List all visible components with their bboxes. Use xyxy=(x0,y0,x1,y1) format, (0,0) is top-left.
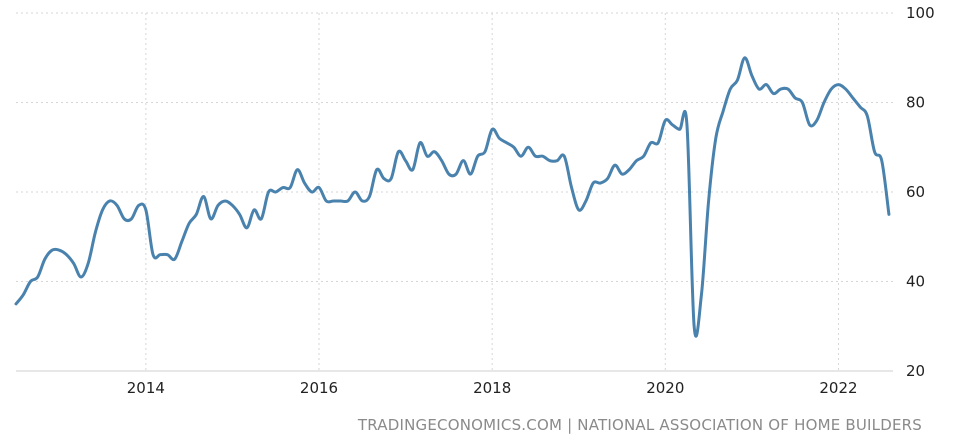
x-tick-label: 2018 xyxy=(473,379,511,397)
x-tick-label: 2020 xyxy=(646,379,684,397)
x-tick-label: 2016 xyxy=(300,379,338,397)
y-tick-label: 20 xyxy=(906,362,925,380)
x-axis-tick-labels: 2014 2016 2018 2020 2022 xyxy=(127,379,858,397)
grid xyxy=(16,12,893,372)
x-tick-label: 2022 xyxy=(819,379,857,397)
y-tick-label: 80 xyxy=(906,94,925,112)
source-attribution: TRADINGECONOMICS.COM | NATIONAL ASSOCIAT… xyxy=(357,416,922,434)
y-tick-label: 40 xyxy=(906,273,925,291)
y-tick-label: 100 xyxy=(906,4,935,22)
y-axis-tick-labels: 20 40 60 80 100 xyxy=(906,4,935,380)
y-tick-label: 60 xyxy=(906,183,925,201)
series-line xyxy=(14,56,891,338)
x-tick-label: 2014 xyxy=(127,379,165,397)
